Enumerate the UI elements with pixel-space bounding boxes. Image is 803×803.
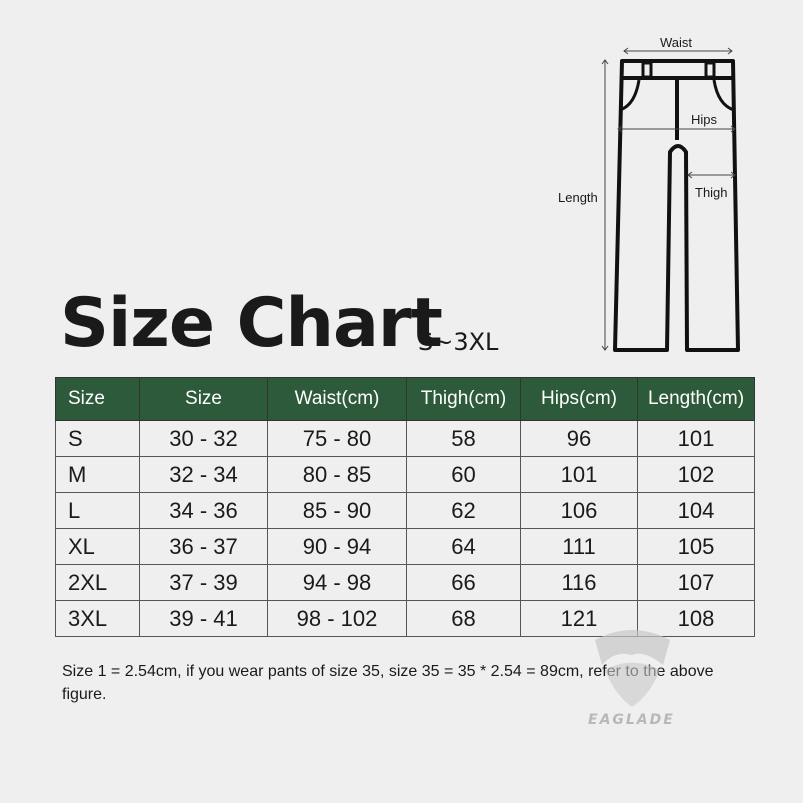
- table-cell: 75 - 80: [267, 420, 407, 457]
- size-note: Size 1 = 2.54cm, if you wear pants of si…: [62, 663, 714, 703]
- header-cell: Waist(cm): [267, 377, 407, 421]
- table-cell: 106: [520, 492, 638, 529]
- table-row: L 34 - 36 85 - 90 62 106 104: [55, 492, 755, 529]
- table-cell: L: [55, 492, 140, 529]
- table-cell: 60: [406, 456, 521, 493]
- table-cell: 36 - 37: [139, 528, 268, 565]
- table-cell: 37 - 39: [139, 564, 268, 601]
- table-cell: 98 - 102: [267, 600, 407, 637]
- table-cell: 85 - 90: [267, 492, 407, 529]
- table-row: M 32 - 34 80 - 85 60 101 102: [55, 456, 755, 493]
- size-table: Size Size Waist(cm) Thigh(cm) Hips(cm) L…: [55, 377, 755, 637]
- header-cell: Hips(cm): [520, 377, 638, 421]
- waist-label: Waist: [660, 35, 693, 50]
- table-cell: 102: [637, 456, 755, 493]
- table-cell: 30 - 32: [139, 420, 268, 457]
- table-cell: 94 - 98: [267, 564, 407, 601]
- header-cell: Length(cm): [637, 377, 755, 421]
- hips-label: Hips: [691, 112, 718, 127]
- table-cell: 66: [406, 564, 521, 601]
- table-cell: 121: [520, 600, 638, 637]
- length-label: Length: [558, 190, 598, 205]
- eagle-shield-icon: [595, 630, 670, 707]
- table-cell: 90 - 94: [267, 528, 407, 565]
- table-cell: XL: [55, 528, 140, 565]
- table-cell: 68: [406, 600, 521, 637]
- table-cell: 39 - 41: [139, 600, 268, 637]
- table-cell: 80 - 85: [267, 456, 407, 493]
- header-cell: Thigh(cm): [406, 377, 521, 421]
- table-row: S 30 - 32 75 - 80 58 96 101: [55, 420, 755, 457]
- table-cell: 96: [520, 420, 638, 457]
- table-header-row: Size Size Waist(cm) Thigh(cm) Hips(cm) L…: [55, 377, 755, 421]
- table-cell: 116: [520, 564, 638, 601]
- table-cell: 64: [406, 528, 521, 565]
- size-range: S~3XL: [418, 328, 499, 356]
- table-cell: 62: [406, 492, 521, 529]
- table-cell: 3XL: [55, 600, 140, 637]
- table-cell: 101: [520, 456, 638, 493]
- table-row: XL 36 - 37 90 - 94 64 111 105: [55, 528, 755, 565]
- table-cell: 111: [520, 528, 638, 565]
- table-cell: 32 - 34: [139, 456, 268, 493]
- table-cell: 58: [406, 420, 521, 457]
- table-cell: 108: [637, 600, 755, 637]
- pants-outline: [613, 59, 740, 352]
- logo-text: EAGLADE: [588, 712, 675, 728]
- table-cell: 2XL: [55, 564, 140, 601]
- table-cell: S: [55, 420, 140, 457]
- thigh-label: Thigh: [695, 185, 728, 200]
- table-cell: 101: [637, 420, 755, 457]
- table-cell: 105: [637, 528, 755, 565]
- table-row: 3XL 39 - 41 98 - 102 68 121 108: [55, 600, 755, 637]
- page-title: Size Chart: [60, 284, 443, 363]
- table-row: 2XL 37 - 39 94 - 98 66 116 107: [55, 564, 755, 601]
- table-cell: M: [55, 456, 140, 493]
- header-cell: Size: [55, 377, 140, 421]
- table-cell: 104: [637, 492, 755, 529]
- header-cell: Size: [139, 377, 268, 421]
- table-cell: 34 - 36: [139, 492, 268, 529]
- table-cell: 107: [637, 564, 755, 601]
